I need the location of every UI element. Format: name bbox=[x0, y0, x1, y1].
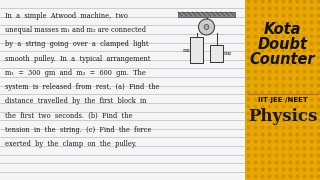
Text: Counter: Counter bbox=[250, 52, 315, 67]
Text: Physics: Physics bbox=[248, 108, 317, 125]
Text: the  first  two  seconds.  (b)  Find  the: the first two seconds. (b) Find the bbox=[5, 111, 132, 119]
Text: distance  travelled  by  the  first  block  in: distance travelled by the first block in bbox=[5, 97, 146, 105]
Text: exerted  by  the  clamp  on  the  pulley.: exerted by the clamp on the pulley. bbox=[5, 140, 137, 148]
Bar bbox=[245, 0, 320, 180]
Text: IIT JEE /NEET: IIT JEE /NEET bbox=[258, 97, 308, 103]
Text: Kota: Kota bbox=[264, 22, 301, 37]
Text: m₂: m₂ bbox=[224, 51, 232, 56]
Bar bbox=[0, 0, 245, 180]
Circle shape bbox=[198, 19, 214, 35]
Text: system  is  released  from  rest,  (a)  Find  the: system is released from rest, (a) Find t… bbox=[5, 83, 159, 91]
Text: tension  in  the  string.  (c)  Find  the  force: tension in the string. (c) Find the forc… bbox=[5, 126, 151, 134]
Bar bbox=[178, 12, 235, 17]
Text: by  a  string  going  over  a  clamped  light: by a string going over a clamped light bbox=[5, 40, 148, 48]
Text: Doubt: Doubt bbox=[258, 37, 308, 52]
Circle shape bbox=[204, 24, 209, 30]
Text: unequal masses m₁ and m₂ are connected: unequal masses m₁ and m₂ are connected bbox=[5, 26, 146, 34]
Text: m₁: m₁ bbox=[183, 48, 191, 53]
Text: smooth  pulley.  In  a  typical  arrangement: smooth pulley. In a typical arrangement bbox=[5, 55, 150, 63]
Bar bbox=[190, 37, 203, 63]
Bar bbox=[210, 45, 223, 62]
Text: m₁  =  300  gm  and  m₂  =  600  gm.  The: m₁ = 300 gm and m₂ = 600 gm. The bbox=[5, 69, 146, 77]
Text: In  a  simple  Atwood  machine,  two: In a simple Atwood machine, two bbox=[5, 12, 128, 20]
